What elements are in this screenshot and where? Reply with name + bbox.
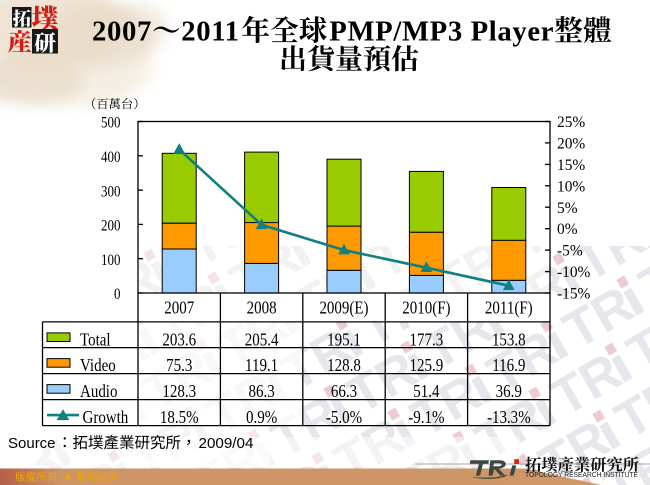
svg-text:2007: 2007: [92, 16, 152, 48]
svg-text:TR: TR: [0, 336, 18, 421]
svg-text:Growth: Growth: [83, 407, 129, 427]
svg-text:2009(E): 2009(E): [319, 297, 368, 317]
svg-text:200: 200: [101, 217, 120, 235]
svg-text:TR: TR: [0, 135, 54, 220]
svg-text:-15%: -15%: [557, 286, 591, 303]
svg-text:-5.0%: -5.0%: [326, 407, 363, 427]
svg-text:-9.1%: -9.1%: [408, 407, 445, 427]
svg-text:0.9%: 0.9%: [246, 407, 278, 427]
svg-text:300: 300: [101, 183, 120, 201]
svg-text:128.8: 128.8: [327, 355, 361, 375]
svg-text:36.9: 36.9: [496, 381, 522, 401]
svg-text:0%: 0%: [557, 221, 578, 238]
svg-text:15%: 15%: [557, 157, 585, 174]
svg-text:TR: TR: [17, 225, 106, 310]
svg-text:20%: 20%: [557, 135, 585, 152]
svg-text:177.3: 177.3: [410, 329, 444, 349]
svg-text:400: 400: [101, 149, 120, 167]
svg-text:TR: TR: [0, 202, 42, 287]
svg-text:2011(F): 2011(F): [485, 297, 533, 317]
svg-text:Source: Source: [8, 435, 56, 452]
svg-text:Total: Total: [80, 329, 111, 349]
svg-text:86.3: 86.3: [248, 381, 274, 401]
svg-text:75.3: 75.3: [166, 355, 192, 375]
svg-text:5%: 5%: [557, 200, 578, 217]
svg-text:2007: 2007: [164, 297, 194, 317]
svg-text:125.9: 125.9: [410, 355, 444, 375]
svg-text:TOPOLOGY RESEARCH INSTITUTE: TOPOLOGY RESEARCH INSTITUTE: [525, 470, 638, 479]
svg-text:203.6: 203.6: [162, 329, 196, 349]
svg-text:128.3: 128.3: [162, 381, 196, 401]
svg-text:100: 100: [101, 252, 120, 270]
svg-text:10%: 10%: [557, 178, 585, 195]
svg-text:500: 500: [101, 114, 120, 132]
svg-text:195.1: 195.1: [327, 329, 361, 349]
svg-text:Audio: Audio: [80, 381, 117, 401]
svg-text:51.4: 51.4: [413, 381, 439, 401]
svg-text:18.5%: 18.5%: [160, 407, 199, 427]
svg-text:TR: TR: [578, 141, 650, 226]
svg-text:153.8: 153.8: [492, 329, 526, 349]
svg-text:119.1: 119.1: [245, 355, 278, 375]
svg-text:116.9: 116.9: [492, 355, 525, 375]
svg-text:TR: TR: [642, 164, 650, 249]
svg-text:25%: 25%: [557, 114, 585, 131]
svg-text:2011: 2011: [181, 16, 239, 48]
svg-text:-5%: -5%: [557, 243, 583, 260]
svg-text:-10%: -10%: [557, 264, 591, 281]
svg-text:66.3: 66.3: [331, 381, 357, 401]
svg-text:2008: 2008: [247, 297, 277, 317]
svg-text:0: 0: [114, 286, 121, 304]
svg-text:205.4: 205.4: [245, 329, 279, 349]
svg-text:2010(F): 2010(F): [402, 297, 450, 317]
svg-text:-13.3%: -13.3%: [487, 407, 531, 427]
svg-text:Video: Video: [80, 355, 116, 375]
svg-text:PMP/MP3 Player: PMP/MP3 Player: [329, 16, 554, 48]
svg-text:TR: TR: [0, 269, 30, 354]
svg-text:2009/04: 2009/04: [199, 435, 254, 452]
